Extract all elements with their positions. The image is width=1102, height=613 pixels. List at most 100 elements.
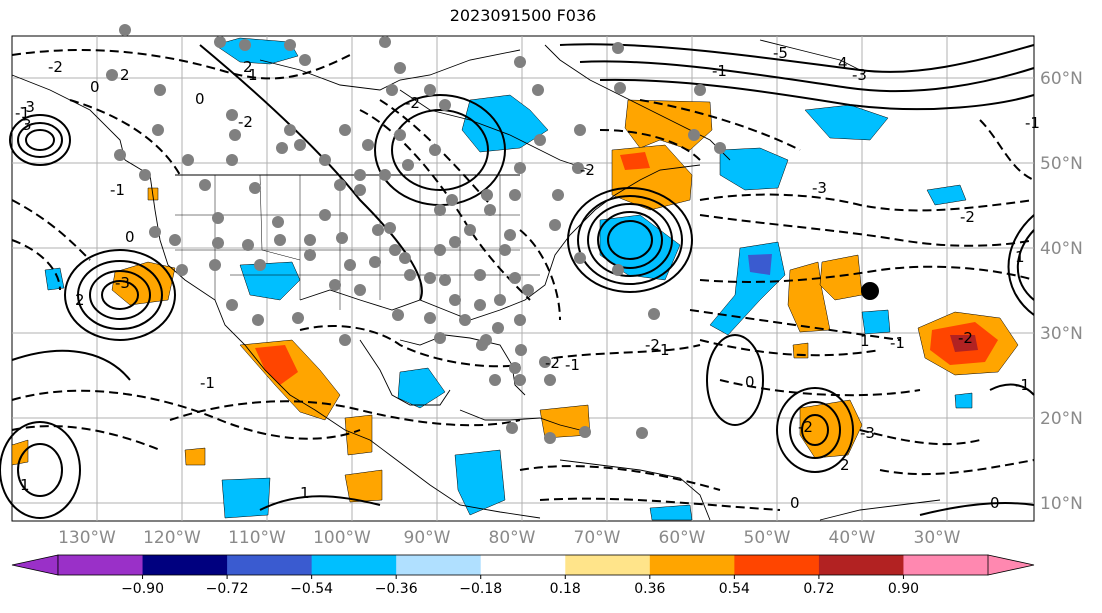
contour-label: -3 xyxy=(852,66,867,84)
station-marker xyxy=(334,179,346,191)
contour-label: -1 xyxy=(890,334,905,352)
contour-label: -1 xyxy=(200,374,215,392)
colorbar-tick-label: 0.72 xyxy=(803,581,834,597)
contour-label: -2 xyxy=(960,208,975,226)
station-marker xyxy=(522,284,534,296)
station-marker xyxy=(544,374,556,386)
contour-label: 1 xyxy=(660,341,670,359)
station-marker xyxy=(532,84,544,96)
station-marker xyxy=(182,154,194,166)
shade-neg xyxy=(719,147,789,191)
highlight-marker xyxy=(861,282,879,300)
station-marker xyxy=(254,259,266,271)
station-marker xyxy=(449,236,461,248)
station-marker xyxy=(579,426,591,438)
station-marker xyxy=(614,82,626,94)
lon-label: 100°W xyxy=(313,528,371,548)
station-marker xyxy=(494,294,506,306)
colorbar-tick-label: 0.54 xyxy=(719,581,750,597)
colorbar-tick-label: 0.90 xyxy=(888,581,919,597)
station-marker xyxy=(552,189,564,201)
station-marker xyxy=(299,54,311,66)
contour-label: 2 xyxy=(243,58,253,76)
station-marker xyxy=(434,204,446,216)
colorbar-tick-label: 0.36 xyxy=(634,581,665,597)
contour-label: 0 xyxy=(745,373,755,391)
shade-neg xyxy=(926,184,967,206)
station-marker xyxy=(272,216,284,228)
contour-label: -2 xyxy=(645,336,660,354)
contour-label: -2 xyxy=(958,329,973,347)
station-marker xyxy=(612,264,624,276)
colorbar: −0.90 −0.72 −0.54 −0.36 −0.18 0.18 0.36 0.54 0.7… xyxy=(11,554,1035,597)
colorbar-cell xyxy=(649,555,735,575)
longitude-labels: 130°W 120°W 110°W 100°W 90°W 80°W 70°W 6… xyxy=(58,528,961,548)
shade-neg xyxy=(239,261,301,301)
station-marker xyxy=(544,432,556,444)
station-marker xyxy=(714,142,726,154)
contour-label: -5 xyxy=(773,44,788,62)
station-marker xyxy=(242,239,254,251)
station-marker xyxy=(372,224,384,236)
station-marker xyxy=(434,332,446,344)
station-marker xyxy=(209,259,221,271)
station-marker xyxy=(379,169,391,181)
station-marker xyxy=(176,264,188,276)
station-marker xyxy=(534,134,546,146)
colorbar-cell xyxy=(58,555,144,575)
station-marker xyxy=(474,269,486,281)
lat-label: 60°N xyxy=(1040,69,1083,89)
station-marker xyxy=(509,189,521,201)
contour-label: 1 xyxy=(860,332,870,350)
contour-label: 3 xyxy=(22,116,32,134)
political-borders xyxy=(175,174,540,320)
contour-label: 0 xyxy=(990,494,1000,512)
station-marker xyxy=(386,84,398,96)
shade-pos-max xyxy=(950,335,978,352)
station-marker xyxy=(514,56,526,68)
station-marker xyxy=(169,234,181,246)
latitude-labels: 60°N 50°N 40°N 30°N 20°N 10°N xyxy=(1040,69,1083,514)
colorbar-cell xyxy=(565,555,651,575)
station-marker xyxy=(284,39,296,51)
station-marker xyxy=(636,427,648,439)
station-marker xyxy=(304,249,316,261)
station-marker xyxy=(284,124,296,136)
contour-label: -2 xyxy=(580,161,595,179)
lon-label: 90°W xyxy=(404,528,451,548)
station-marker xyxy=(514,162,526,174)
colorbar-extend-min xyxy=(11,554,59,576)
station-marker xyxy=(514,374,526,386)
station-marker xyxy=(549,219,561,231)
lon-label: 60°W xyxy=(659,528,706,548)
station-marker xyxy=(572,162,584,174)
station-marker xyxy=(344,259,356,271)
colorbar-cell xyxy=(734,555,820,575)
map-title: 2023091500 F036 xyxy=(449,6,597,25)
station-marker xyxy=(394,62,406,74)
station-marker xyxy=(574,252,586,264)
contour-label: -2 xyxy=(238,113,253,131)
station-marker xyxy=(276,142,288,154)
station-marker xyxy=(226,299,238,311)
station-marker xyxy=(339,334,351,346)
station-marker xyxy=(329,279,341,291)
colorbar-cell xyxy=(480,555,566,575)
station-marker xyxy=(319,154,331,166)
lat-label: 20°N xyxy=(1040,409,1083,429)
station-marker xyxy=(434,244,446,256)
station-marker xyxy=(369,256,381,268)
contour-label: 4 xyxy=(838,54,848,72)
lon-label: 80°W xyxy=(489,528,536,548)
contour-label: 2 xyxy=(120,66,130,84)
colorbar-cell xyxy=(396,555,482,575)
station-marker xyxy=(399,252,411,264)
station-marker xyxy=(424,312,436,324)
colorbar-tick-label: −0.90 xyxy=(121,581,164,597)
contour-label: -1 xyxy=(1025,114,1040,132)
station-marker xyxy=(694,84,706,96)
station-marker xyxy=(139,169,151,181)
station-marker xyxy=(114,149,126,161)
colorbar-tick-label: 0.18 xyxy=(550,581,581,597)
